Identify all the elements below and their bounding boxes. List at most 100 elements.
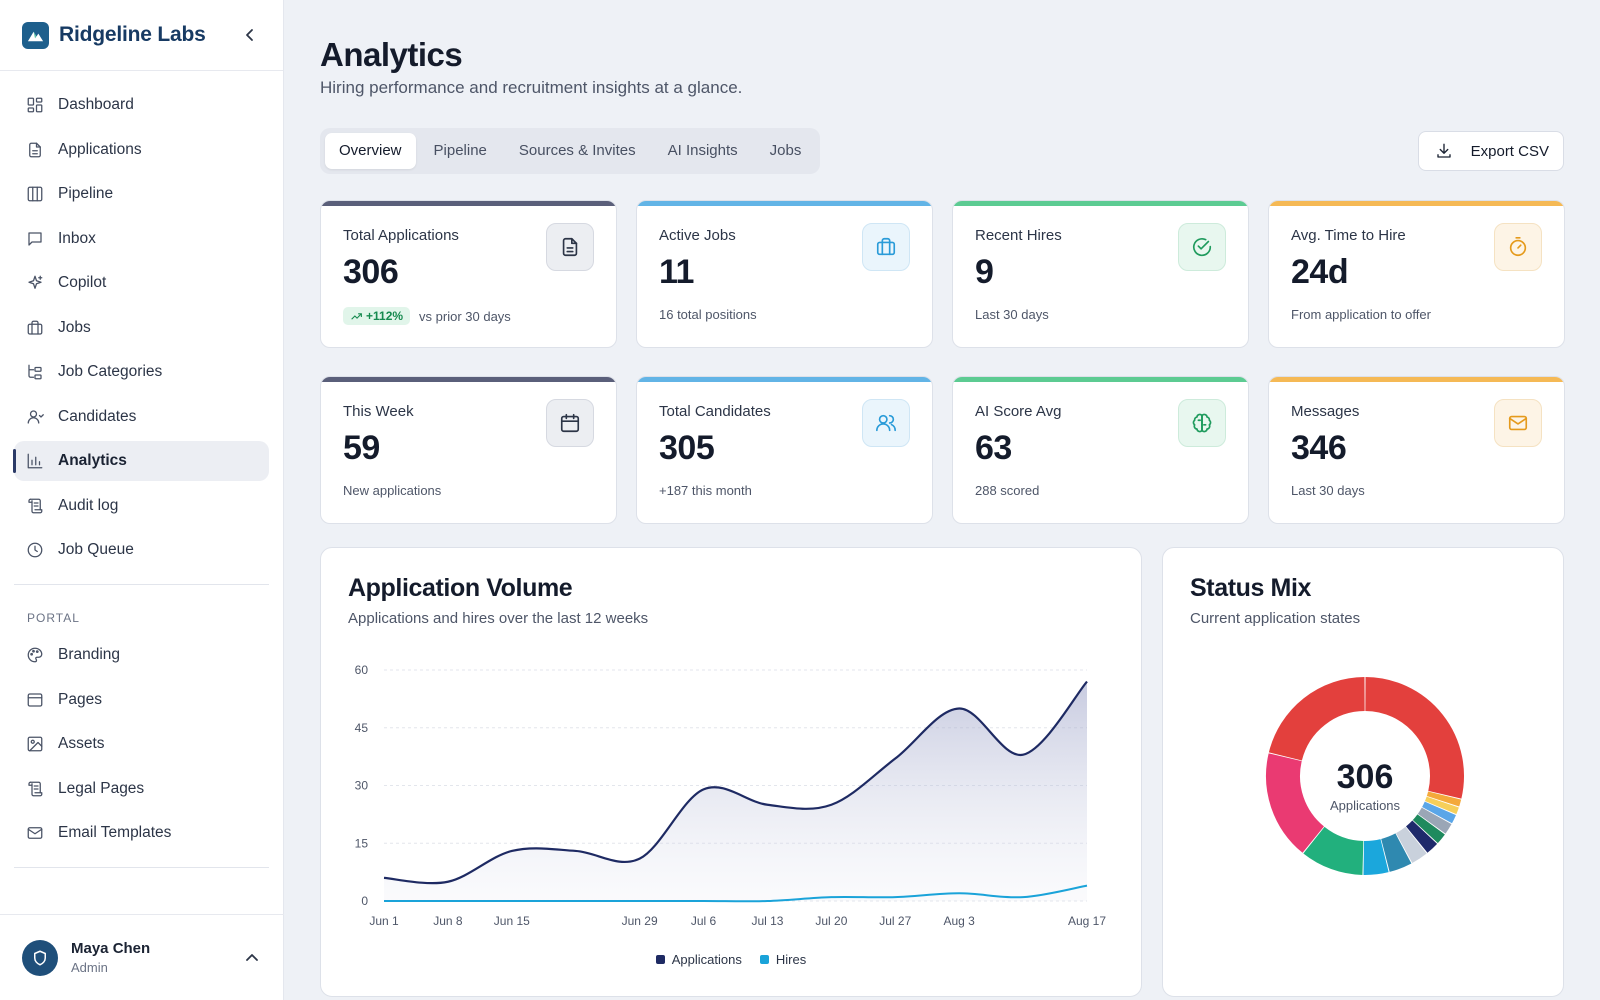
stat-accent-bar bbox=[637, 377, 932, 382]
sidebar-item-label: Pipeline bbox=[58, 185, 114, 202]
tab-ai-insights[interactable]: AI Insights bbox=[667, 142, 738, 159]
sidebar-item-legal-pages[interactable]: Legal Pages bbox=[14, 769, 269, 809]
tab-jobs[interactable]: Jobs bbox=[769, 142, 802, 159]
y-tick-label: 45 bbox=[355, 721, 369, 735]
donut-slice[interactable] bbox=[1422, 801, 1456, 824]
export-csv-label: Export CSV bbox=[1470, 142, 1549, 160]
sidebar-item-label: Copilot bbox=[58, 274, 107, 291]
stat-card-this-week[interactable]: This Week 59 New applications bbox=[320, 376, 617, 524]
collapse-sidebar-button[interactable] bbox=[239, 24, 261, 46]
sidebar-item-label: Job Categories bbox=[58, 363, 163, 380]
series-line-hires bbox=[384, 884, 1088, 903]
series-area-applications bbox=[384, 681, 1087, 901]
donut-slice[interactable] bbox=[1426, 791, 1462, 807]
sidebar-item-branding[interactable]: Branding bbox=[14, 635, 269, 675]
mail-icon bbox=[27, 827, 43, 839]
sidebar-item-email-templates[interactable]: Email Templates bbox=[14, 813, 269, 853]
user-menu[interactable]: Maya Chen Admin bbox=[0, 914, 284, 1000]
stat-value: 24d bbox=[1291, 253, 1349, 291]
sidebar-item-pages[interactable]: Pages bbox=[14, 680, 269, 720]
nav-divider bbox=[14, 867, 269, 868]
donut-slice[interactable] bbox=[1424, 796, 1459, 815]
sidebar-item-dashboard[interactable]: Dashboard bbox=[14, 85, 269, 125]
x-tick-label: Jul 6 bbox=[691, 914, 717, 928]
donut-slice[interactable] bbox=[1380, 833, 1412, 872]
sidebar-item-label: Candidates bbox=[58, 407, 137, 425]
sidebar-item-pipeline[interactable]: Pipeline bbox=[14, 174, 269, 214]
tab-sources-invites[interactable]: Sources & Invites bbox=[518, 142, 636, 159]
donut-slice[interactable] bbox=[1405, 820, 1438, 853]
donut-slice[interactable] bbox=[1395, 826, 1427, 863]
tab-pipeline[interactable]: Pipeline bbox=[433, 142, 487, 159]
sidebar-item-label: Branding bbox=[58, 646, 121, 663]
stat-icon-box bbox=[862, 399, 910, 447]
sidebar-item-label: Pages bbox=[58, 690, 102, 708]
clock-icon bbox=[27, 542, 43, 558]
legend-item-applications[interactable]: Applications bbox=[655, 952, 742, 967]
stat-card-recent-hires[interactable]: Recent Hires 9 Last 30 days bbox=[952, 200, 1249, 348]
donut-center-label: Applications bbox=[1330, 798, 1401, 813]
panel-title: Status Mix bbox=[1190, 574, 1312, 602]
application-volume-chart: 0 15 30 45 60 Jun 1 Jun 8 Jun 15 Jun 29 Jul 6 Jul … bbox=[355, 663, 1107, 928]
chevron-up-icon bbox=[246, 953, 258, 961]
main-content: Analytics Hiring performance and recruit… bbox=[284, 0, 1600, 1000]
donut-slice[interactable] bbox=[1303, 826, 1364, 875]
sidebar-item-copilot[interactable]: Copilot bbox=[14, 263, 269, 303]
avatar[interactable] bbox=[22, 939, 58, 976]
shield-icon bbox=[34, 950, 46, 965]
brand-name: Ridgeline Labs bbox=[59, 23, 206, 46]
stat-label: Total Candidates bbox=[659, 403, 771, 420]
bar-chart-icon bbox=[27, 453, 43, 469]
sidebar-item-jobs[interactable]: Jobs bbox=[14, 308, 269, 348]
stat-value: 305 bbox=[659, 429, 715, 467]
stat-value: 9 bbox=[975, 253, 994, 291]
donut-center-value: 306 bbox=[1337, 758, 1394, 796]
sidebar-item-label: Dashboard bbox=[58, 96, 134, 113]
image-icon bbox=[27, 736, 43, 752]
stat-card-active-jobs[interactable]: Active Jobs 11 16 total positions bbox=[636, 200, 933, 348]
timer-icon bbox=[1509, 237, 1527, 257]
sidebar-item-applications[interactable]: Applications bbox=[14, 130, 269, 170]
legend-swatch bbox=[759, 955, 769, 964]
x-tick-label: Jul 13 bbox=[751, 914, 783, 928]
donut-slice[interactable] bbox=[1364, 677, 1464, 799]
donut-slice[interactable] bbox=[1268, 677, 1366, 762]
stat-card-total-applications[interactable]: Total Applications 306 +112% vs prior 30… bbox=[320, 200, 617, 348]
tab-overview[interactable]: Overview bbox=[325, 133, 416, 169]
x-tick-label: Jun 15 bbox=[494, 914, 530, 928]
sidebar-item-job-categories[interactable]: Job Categories bbox=[14, 352, 269, 392]
stat-icon-box bbox=[862, 223, 910, 271]
user-menu-toggle[interactable] bbox=[242, 948, 262, 968]
export-csv-button[interactable]: Export CSV bbox=[1417, 131, 1564, 171]
sidebar-item-job-queue[interactable]: Job Queue bbox=[14, 530, 269, 570]
donut-slice[interactable] bbox=[1363, 839, 1389, 875]
briefcase-icon bbox=[876, 237, 896, 256]
stat-card-messages[interactable]: Messages 346 Last 30 days bbox=[1268, 376, 1565, 524]
sidebar-item-candidates[interactable]: Candidates bbox=[14, 397, 269, 437]
brand-header: Ridgeline Labs bbox=[0, 0, 283, 71]
mail-icon bbox=[1508, 415, 1528, 431]
stat-sub: +187 this month bbox=[659, 483, 752, 498]
sidebar-item-analytics[interactable]: Analytics bbox=[13, 441, 269, 481]
brand-logo-icon[interactable] bbox=[22, 21, 49, 49]
sidebar-item-assets[interactable]: Assets bbox=[14, 724, 269, 764]
donut-slice[interactable] bbox=[1412, 814, 1445, 844]
stat-sub: New applications bbox=[343, 483, 442, 498]
sidebar-item-inbox[interactable]: Inbox bbox=[14, 219, 269, 259]
donut-slice[interactable] bbox=[1266, 753, 1325, 853]
stat-sub: 16 total positions bbox=[659, 307, 757, 322]
sidebar-item-label: Legal Pages bbox=[58, 779, 145, 797]
stat-card-avg-time-to-hire[interactable]: Avg. Time to Hire 24d From application t… bbox=[1268, 200, 1565, 348]
stat-label: This Week bbox=[343, 403, 414, 420]
stat-accent-bar bbox=[321, 201, 616, 206]
sidebar-item-audit-log[interactable]: Audit log bbox=[14, 486, 269, 526]
donut-slice[interactable] bbox=[1417, 807, 1452, 834]
sidebar-item-label: Jobs bbox=[58, 318, 91, 336]
stat-card-total-candidates[interactable]: Total Candidates 305 +187 this month bbox=[636, 376, 933, 524]
legend-item-hires[interactable]: Hires bbox=[759, 952, 806, 967]
stat-card-ai-score-avg[interactable]: AI Score Avg 63 288 scored bbox=[952, 376, 1249, 524]
status-mix-panel: Status Mix Current application states 30… bbox=[1162, 547, 1564, 997]
x-tick-label: Jun 8 bbox=[433, 914, 463, 928]
calendar-icon bbox=[560, 413, 580, 433]
trend-up-icon bbox=[351, 312, 362, 320]
